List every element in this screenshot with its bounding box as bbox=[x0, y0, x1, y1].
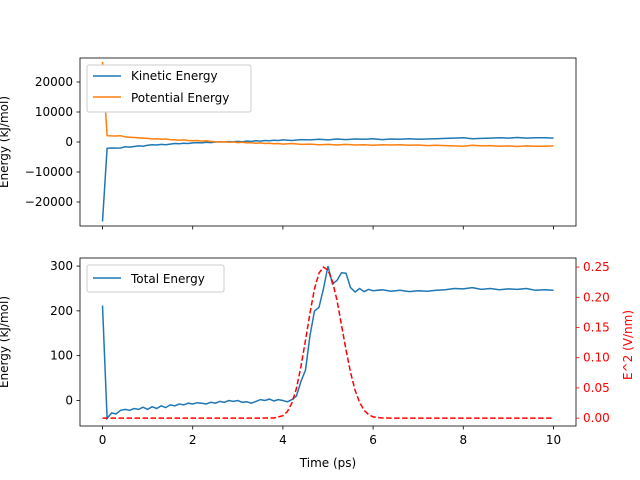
top-axes-group: −20000 −10000 0 10000 20000 bbox=[25, 57, 577, 230]
bottom-x-tick-label: 6 bbox=[369, 433, 377, 447]
top-y-tick-label: 10000 bbox=[35, 105, 73, 119]
top-y-tick-label: −10000 bbox=[25, 165, 73, 179]
top-legend-frame bbox=[86, 64, 252, 113]
bottom-secondary-y-tick-label: 0.00 bbox=[583, 411, 610, 425]
bottom-secondary-y-tick-label: 0.25 bbox=[583, 260, 610, 274]
top-y-tick-label: −20000 bbox=[25, 195, 73, 209]
top-y-tick-label: 0 bbox=[65, 135, 73, 149]
bottom-x-tick-label: 2 bbox=[189, 433, 197, 447]
bottom-axes-frame bbox=[79, 257, 577, 427]
bottom-y-tick-label: 0 bbox=[65, 393, 73, 407]
top-series-line-kinetic-energy bbox=[101, 136, 554, 222]
bottom-y-tick-label: 300 bbox=[50, 259, 73, 273]
bottom-series-group bbox=[101, 265, 554, 421]
bottom-x-tick-label: 8 bbox=[459, 433, 467, 447]
bottom-x-tick-label: 4 bbox=[279, 433, 287, 447]
total-energy-legend-label: Total Energy bbox=[130, 272, 205, 286]
bottom-secondary-y-tick-label: 0.20 bbox=[583, 290, 610, 304]
bottom-series-line-total-energy bbox=[101, 265, 554, 421]
bottom-x-tick-label: 10 bbox=[546, 433, 561, 447]
bottom-secondary-series-line-e2 bbox=[102, 266, 554, 419]
top-legend: Kinetic Energy Potential Energy bbox=[86, 64, 252, 113]
bottom-secondary-y-tick-label: 0.10 bbox=[583, 351, 610, 365]
bottom-y-axis-label: Energy (kJ/mol) bbox=[0, 296, 11, 388]
top-series-line-potential-energy bbox=[101, 61, 554, 148]
potential-energy-legend-label: Potential Energy bbox=[131, 91, 229, 105]
bottom-x-tick-label: 0 bbox=[99, 433, 107, 447]
secondary-y-axis-label: E^2 (V/nm) bbox=[621, 310, 635, 380]
bottom-y-tick-label: 100 bbox=[50, 349, 73, 363]
bottom-legend: Total Energy bbox=[86, 264, 225, 293]
x-axis-label: Time (ps) bbox=[299, 456, 356, 470]
kinetic-energy-legend-label: Kinetic Energy bbox=[131, 69, 218, 83]
bottom-secondary-y-tick-label: 0.15 bbox=[583, 320, 610, 334]
top-y-tick-label: 20000 bbox=[35, 75, 73, 89]
bottom-legend-frame bbox=[86, 264, 225, 293]
top-y-axis-label: Energy (kJ/mol) bbox=[0, 96, 11, 188]
top-series-group bbox=[101, 61, 554, 222]
bottom-axes-group: 0 100 200 300 0 2 4 6 8 10 0.00 0.05 0.10 0.15 0.20 0.2… bbox=[50, 257, 610, 447]
bottom-plot: 0 100 200 300 0 2 4 6 8 10 0.00 0.05 0.10 0.15 0.20 0.2… bbox=[0, 257, 635, 470]
bottom-secondary-y-tick-label: 0.05 bbox=[583, 381, 610, 395]
bottom-y-tick-label: 200 bbox=[50, 304, 73, 318]
